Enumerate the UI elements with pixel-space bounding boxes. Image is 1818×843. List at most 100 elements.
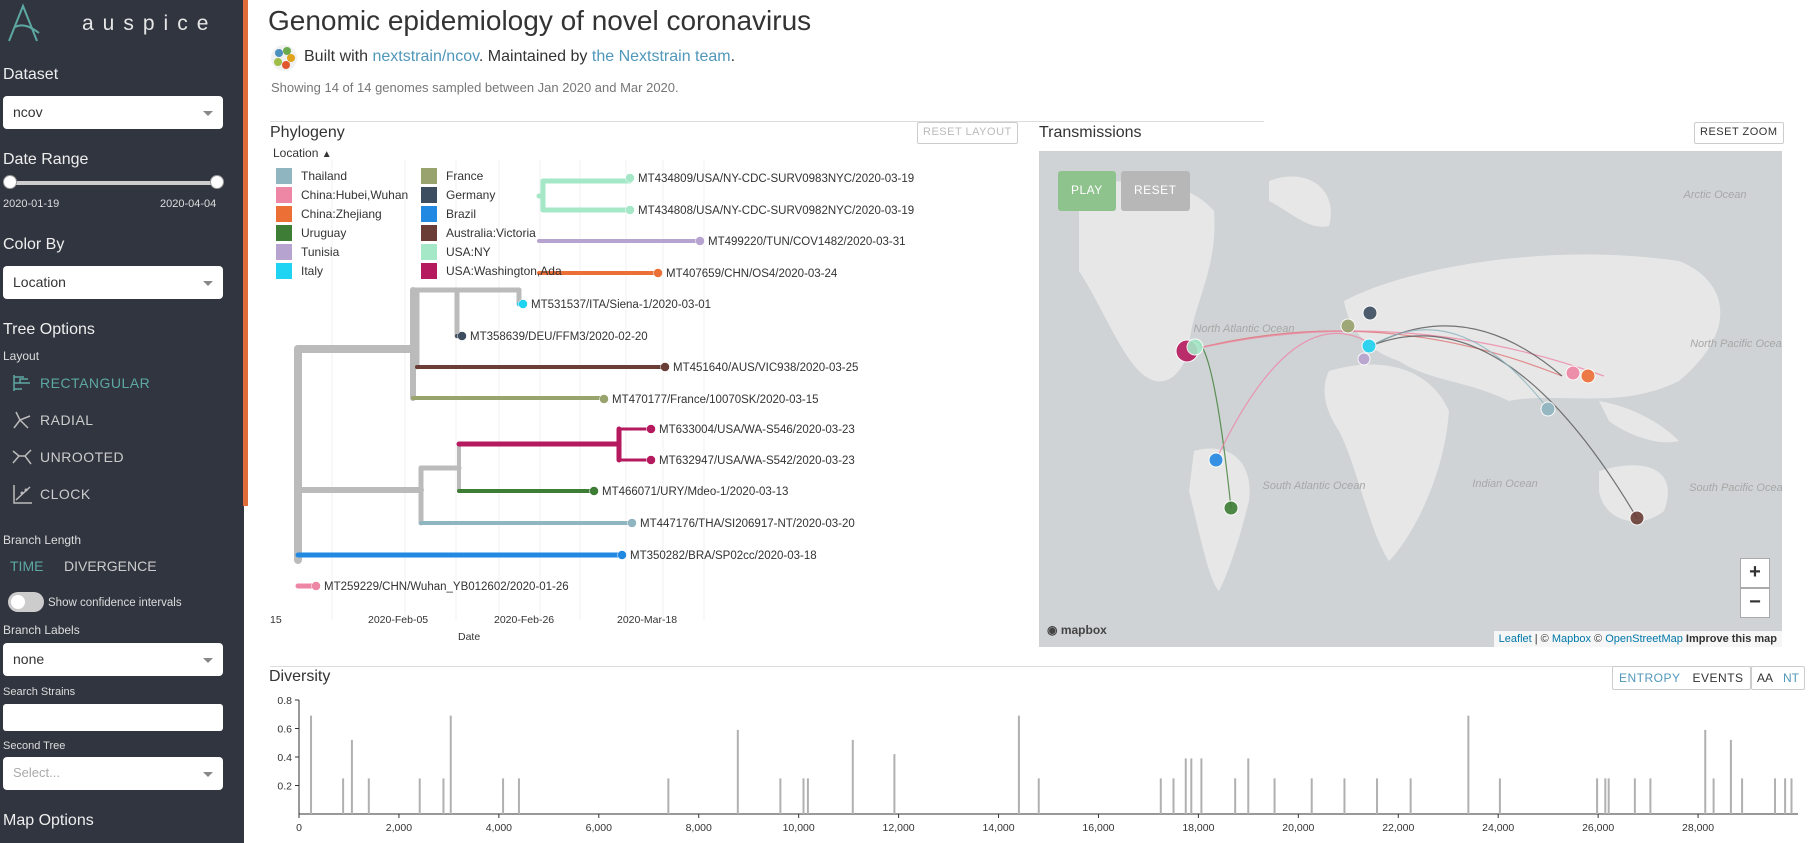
- play-button[interactable]: PLAY: [1058, 171, 1116, 211]
- build-link[interactable]: nextstrain/ncov: [372, 48, 479, 65]
- map-location-marker[interactable]: [1186, 338, 1204, 356]
- map-location-marker[interactable]: [1629, 510, 1645, 526]
- color-by-select[interactable]: Location: [3, 266, 223, 299]
- branch-length-time-button[interactable]: TIME: [10, 558, 44, 574]
- map-location-marker[interactable]: [1565, 365, 1581, 381]
- legend-item[interactable]: USA:Washington,Ada: [421, 263, 562, 279]
- map-location-marker[interactable]: [1340, 318, 1356, 334]
- osm-link[interactable]: OpenStreetMap: [1605, 633, 1683, 645]
- legend-label: China:Hubei,Wuhan: [301, 188, 409, 202]
- legend-item[interactable]: France: [421, 168, 483, 184]
- map-location-marker[interactable]: [1540, 401, 1556, 417]
- branch-labels-select[interactable]: none: [3, 643, 223, 676]
- map-location-marker[interactable]: [1361, 338, 1377, 354]
- events-button[interactable]: EVENTS: [1692, 671, 1744, 685]
- tip-label[interactable]: MT632947/USA/WA-S542/2020-03-23: [659, 455, 855, 467]
- tree-tip[interactable]: [646, 424, 656, 434]
- legend-label: France: [446, 169, 484, 183]
- reset-layout-button[interactable]: RESET LAYOUT: [917, 122, 1018, 144]
- mapbox-link[interactable]: Mapbox: [1551, 633, 1591, 645]
- x-tick-label: 0: [296, 822, 302, 834]
- tip-label[interactable]: MT451640/AUS/VIC938/2020-03-25: [673, 362, 858, 374]
- dataset-select[interactable]: ncov: [3, 96, 223, 129]
- entropy-chart[interactable]: 0.2 0.4 0.6 0.8 0 2,000 4,000 6,000 8,000 10,000 1…: [270, 690, 1810, 843]
- tip-label[interactable]: MT499220/TUN/COV1482/2020-03-31: [708, 236, 906, 248]
- tree-tip[interactable]: [653, 268, 663, 278]
- search-strains-input[interactable]: [3, 704, 223, 731]
- transmission-line: [1215, 332, 1374, 461]
- layout-rectangular-button[interactable]: RECTANGULAR: [10, 370, 150, 396]
- dataset-value: ncov: [13, 104, 43, 120]
- legend-item[interactable]: Thailand: [276, 168, 347, 184]
- tip-label[interactable]: MT434808/USA/NY-CDC-SURV0982NYC/2020-03-…: [638, 205, 914, 217]
- zoom-out-button[interactable]: −: [1740, 588, 1770, 618]
- tip-label[interactable]: MT358639/DEU/FFM3/2020-02-20: [470, 331, 648, 343]
- nt-button[interactable]: NT: [1783, 671, 1800, 685]
- leaflet-link[interactable]: Leaflet: [1498, 633, 1532, 645]
- tip-label[interactable]: MT259229/CHN/Wuhan_YB012602/2020-01-26: [324, 581, 569, 593]
- layout-radial-button[interactable]: RADIAL: [10, 407, 94, 433]
- map-location-marker[interactable]: [1223, 500, 1239, 516]
- branch-length-divergence-button[interactable]: DIVERGENCE: [64, 558, 157, 574]
- map-location-marker[interactable]: [1362, 305, 1378, 321]
- phylogeny-tree[interactable]: MT434809/USA/NY-CDC-SURV0983NYC/2020-03-…: [249, 150, 1249, 650]
- tree-tip[interactable]: [695, 236, 705, 246]
- tip-label[interactable]: MT350282/BRA/SP02cc/2020-03-18: [630, 550, 817, 562]
- legend-item[interactable]: Tunisia: [276, 244, 339, 260]
- tree-tip[interactable]: [599, 394, 609, 404]
- tip-label[interactable]: MT434809/USA/NY-CDC-SURV0983NYC/2020-03-…: [638, 173, 914, 185]
- reset-zoom-button[interactable]: RESET ZOOM: [1694, 122, 1784, 144]
- second-tree-label: Second Tree: [3, 740, 66, 752]
- tip-label[interactable]: MT470177/France/10070SK/2020-03-15: [612, 394, 819, 406]
- tree-tip[interactable]: [518, 299, 528, 309]
- tip-label[interactable]: MT531537/ITA/Siena-1/2020-03-01: [531, 299, 711, 311]
- tree-tip[interactable]: [589, 486, 599, 496]
- tree-tip[interactable]: [625, 205, 635, 215]
- legend-item[interactable]: Uruguay: [276, 225, 346, 241]
- tip-label[interactable]: MT466071/URY/Mdeo-1/2020-03-13: [602, 486, 788, 498]
- legend-item[interactable]: Australia:Victoria: [421, 225, 536, 241]
- map-location-marker[interactable]: [1580, 368, 1596, 384]
- tree-tip[interactable]: [627, 518, 637, 528]
- axis-title: Date: [458, 631, 480, 643]
- x-tick-label: 4,000: [486, 822, 512, 834]
- entropy-button[interactable]: ENTROPY: [1619, 671, 1681, 685]
- legend-item[interactable]: Italy: [276, 263, 323, 279]
- legend-item[interactable]: China:Hubei,Wuhan: [276, 187, 408, 203]
- map-reset-button[interactable]: RESET: [1121, 171, 1190, 211]
- x-tick-label: 16,000: [1082, 822, 1114, 834]
- tip-label[interactable]: MT633004/USA/WA-S546/2020-03-23: [659, 424, 855, 436]
- tip-label[interactable]: MT407659/CHN/OS4/2020-03-24: [666, 268, 838, 280]
- zoom-in-button[interactable]: +: [1740, 558, 1770, 588]
- axis-tick-label: 15: [270, 614, 282, 626]
- legend-item[interactable]: Germany: [421, 187, 495, 203]
- legend-toggle[interactable]: Location ▲: [273, 146, 332, 160]
- tree-tip[interactable]: [457, 331, 467, 341]
- layout-clock-button[interactable]: CLOCK: [10, 481, 91, 507]
- sidebar-toggle-handle[interactable]: [243, 0, 248, 506]
- tree-tip[interactable]: [625, 173, 635, 183]
- legend-item[interactable]: USA:NY: [421, 244, 491, 260]
- axis-tick-label: 2020-Feb-26: [494, 614, 554, 626]
- date-range-end-handle[interactable]: [210, 175, 224, 189]
- layout-unrooted-button[interactable]: UNROOTED: [10, 444, 124, 470]
- improve-map-link[interactable]: Improve this map: [1685, 633, 1777, 645]
- date-range-slider[interactable]: [10, 181, 217, 185]
- second-tree-select[interactable]: Select...: [3, 757, 223, 790]
- branch-labels-value: none: [13, 651, 45, 667]
- map-location-marker[interactable]: [1208, 452, 1224, 468]
- confidence-intervals-toggle[interactable]: [8, 592, 44, 612]
- legend-item[interactable]: China:Zhejiang: [276, 206, 382, 222]
- map-location-marker[interactable]: [1357, 352, 1371, 366]
- mapbox-logo: ◉ mapbox: [1047, 623, 1107, 637]
- aa-button[interactable]: AA: [1757, 671, 1774, 685]
- date-range-start-handle[interactable]: [3, 175, 17, 189]
- tree-tip[interactable]: [617, 550, 627, 560]
- tree-tip[interactable]: [660, 362, 670, 372]
- tip-label[interactable]: MT447176/THA/SI206917-NT/2020-03-20: [640, 518, 855, 530]
- tree-tip[interactable]: [646, 455, 656, 465]
- transmissions-map[interactable]: North Atlantic Ocean South Atlantic Ocean…: [1039, 151, 1782, 647]
- legend-item[interactable]: Brazil: [421, 206, 476, 222]
- tree-tip[interactable]: [311, 581, 321, 591]
- team-link[interactable]: the Nextstrain team: [591, 48, 731, 65]
